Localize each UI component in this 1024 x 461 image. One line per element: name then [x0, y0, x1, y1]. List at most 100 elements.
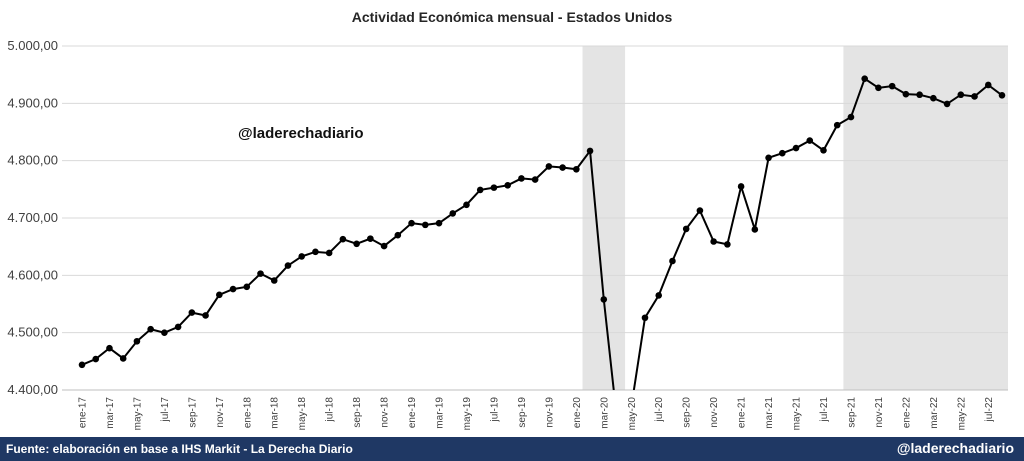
data-point	[655, 292, 663, 299]
data-point	[133, 337, 141, 345]
y-tick-label: 4.500,00	[7, 325, 58, 340]
data-point	[284, 262, 292, 269]
y-axis: 4.400,00 4.500,00 4.600,00 4.700,00 4.800,00…	[7, 38, 58, 397]
data-point	[92, 355, 100, 363]
data-point	[559, 164, 566, 171]
x-tick-label: jul-19	[489, 397, 500, 423]
x-tick-label: sep-21	[846, 397, 857, 428]
data-points	[78, 75, 1006, 369]
x-tick-label: nov-18	[380, 397, 391, 428]
data-point	[682, 225, 690, 233]
x-tick-label: jul-22	[984, 397, 995, 423]
data-point	[243, 283, 251, 291]
x-tick-label: may-17	[132, 397, 143, 431]
x-tick-label: ene-19	[407, 397, 418, 429]
data-point	[490, 184, 498, 191]
x-tick-label: jul-17	[160, 397, 171, 423]
x-tick-label: may-19	[462, 397, 473, 431]
data-point	[270, 277, 278, 284]
footer-source: Fuente: elaboración en base a IHS Markit…	[6, 442, 353, 456]
x-tick-label: jul-21	[819, 397, 830, 423]
data-point	[724, 241, 731, 248]
x-tick-label: may-22	[956, 397, 967, 431]
data-point	[202, 312, 209, 319]
x-tick-label: nov-19	[544, 397, 555, 428]
y-tick-label: 5.000,00	[7, 38, 58, 53]
footer-bar: Fuente: elaboración en base a IHS Markit…	[0, 437, 1024, 461]
data-point	[367, 235, 374, 242]
data-point	[710, 238, 717, 245]
data-point	[806, 137, 814, 144]
x-tick-label: ene-20	[572, 397, 583, 429]
data-point	[339, 235, 347, 243]
data-point	[916, 91, 923, 99]
data-point	[298, 253, 306, 260]
data-point	[943, 100, 951, 108]
data-point	[669, 257, 676, 265]
data-point	[78, 361, 86, 369]
x-tick-label: nov-17	[215, 397, 226, 428]
data-point	[504, 182, 511, 189]
data-point	[476, 186, 484, 194]
x-tick-label: sep-19	[517, 397, 528, 428]
data-point	[833, 121, 841, 129]
data-point	[531, 176, 539, 183]
x-tick-label: jul-20	[654, 397, 665, 423]
x-tick-label: ene-17	[78, 397, 89, 429]
data-point	[792, 144, 800, 152]
x-tick-label: jul-18	[325, 397, 336, 423]
data-point	[408, 219, 415, 227]
data-point	[984, 81, 992, 89]
y-tick-label: 4.800,00	[7, 153, 58, 168]
x-axis: ene-17 mar-17 may-17 jul-17 sep-17 nov-17 ene-…	[78, 397, 995, 431]
data-point	[888, 82, 896, 90]
x-tick-label: sep-17	[187, 397, 198, 428]
data-point	[435, 219, 443, 227]
data-point	[765, 154, 772, 162]
data-point	[778, 149, 786, 157]
x-tick-label: ene-22	[901, 397, 912, 429]
x-tick-label: sep-20	[682, 397, 693, 428]
data-point	[119, 355, 127, 362]
data-point	[902, 90, 910, 98]
data-point	[737, 183, 745, 190]
data-point	[545, 163, 553, 170]
data-point	[600, 296, 608, 303]
x-tick-label: mar-22	[929, 397, 940, 429]
data-point	[106, 344, 113, 352]
data-point	[875, 84, 882, 92]
x-tick-label: sep-18	[352, 397, 363, 428]
data-point	[394, 231, 402, 239]
data-point	[188, 309, 196, 316]
data-point	[586, 147, 594, 155]
data-point	[957, 91, 965, 99]
data-point	[930, 94, 937, 102]
data-point	[820, 147, 827, 154]
x-tick-label: mar-20	[599, 397, 610, 429]
data-point	[216, 291, 223, 299]
data-point	[161, 329, 168, 336]
x-tick-label: mar-18	[270, 397, 281, 429]
data-point	[998, 92, 1006, 99]
x-tick-label: mar-21	[764, 397, 775, 429]
data-point	[861, 75, 868, 82]
data-point	[353, 240, 360, 248]
data-point	[312, 248, 319, 256]
data-point	[174, 323, 182, 331]
y-tick-label: 4.400,00	[7, 382, 58, 397]
watermark-text: @laderechadiario	[238, 125, 364, 142]
x-tick-label: nov-21	[874, 397, 885, 428]
data-point	[421, 221, 429, 229]
data-point	[449, 210, 457, 217]
data-point	[229, 285, 237, 293]
x-tick-label: nov-20	[709, 397, 720, 428]
chart-title: Actividad Económica mensual - Estados Un…	[351, 9, 673, 25]
footer-handle: @laderechadiario	[896, 440, 1014, 456]
data-point	[971, 93, 978, 100]
data-point	[696, 207, 704, 214]
y-tick-label: 4.900,00	[7, 95, 58, 110]
x-tick-label: may-20	[627, 397, 638, 431]
data-point	[573, 165, 580, 173]
data-point	[518, 175, 525, 182]
y-tick-label: 4.700,00	[7, 210, 58, 225]
